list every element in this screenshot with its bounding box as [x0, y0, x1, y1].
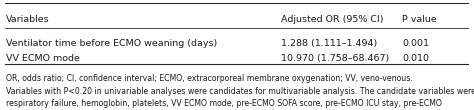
Text: VV ECMO mode: VV ECMO mode — [6, 54, 80, 63]
Text: respiratory failure, hemoglobin, platelets, VV ECMO mode, pre-ECMO SOFA score, p: respiratory failure, hemoglobin, platele… — [6, 99, 442, 108]
Text: 10.970 (1.758–68.467): 10.970 (1.758–68.467) — [281, 54, 389, 63]
Text: Variables: Variables — [6, 15, 50, 24]
Text: OR, odds ratio; CI, confidence interval; ECMO, extracorporeal membrane oxygenati: OR, odds ratio; CI, confidence interval;… — [6, 74, 413, 83]
Text: Adjusted OR (95% CI): Adjusted OR (95% CI) — [281, 15, 383, 24]
Text: 0.010: 0.010 — [402, 54, 429, 63]
Text: Variables with P<0.20 in univariable analyses were candidates for multivariable : Variables with P<0.20 in univariable ana… — [6, 87, 474, 96]
Text: 0.001: 0.001 — [402, 39, 429, 48]
Text: Ventilator time before ECMO weaning (days): Ventilator time before ECMO weaning (day… — [6, 39, 218, 48]
Text: 1.288 (1.111–1.494): 1.288 (1.111–1.494) — [281, 39, 377, 48]
Text: P value: P value — [402, 15, 437, 24]
